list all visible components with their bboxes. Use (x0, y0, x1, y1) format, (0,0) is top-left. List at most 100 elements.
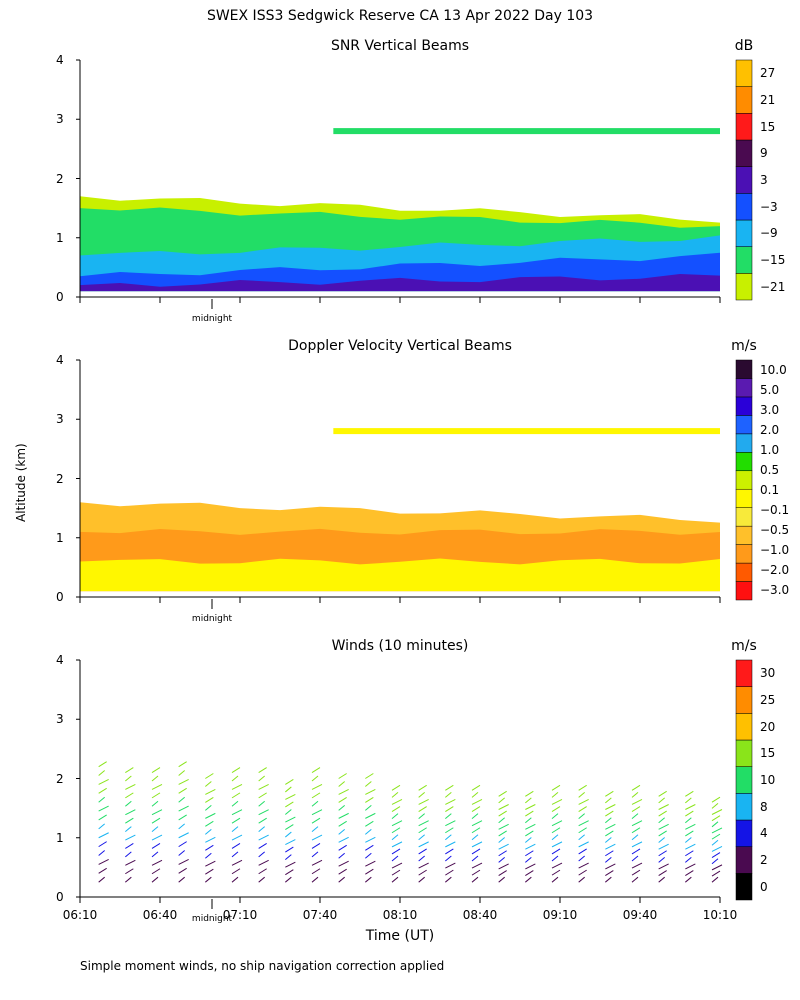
wind-profile (391, 784, 403, 883)
wind-barb (258, 817, 267, 824)
wind-profile (631, 784, 643, 883)
wind-barb (205, 868, 214, 875)
wind-barb (471, 792, 479, 798)
wind-barb (631, 820, 643, 827)
wind-barb (151, 834, 163, 841)
wind-barb (685, 876, 692, 883)
colorbar-label: −0.5 (760, 523, 790, 537)
wind-profile (551, 784, 563, 883)
wind-barb (605, 797, 612, 804)
wind-barb (258, 792, 267, 799)
wind-barb (311, 851, 319, 858)
wind-barb (365, 876, 372, 883)
wind-barb (365, 852, 372, 859)
wind-barb (471, 799, 483, 805)
wind-barb (178, 778, 189, 785)
wind-barb (125, 876, 132, 883)
wind-barb (551, 827, 561, 834)
wind-barb (285, 801, 294, 808)
colorbar-swatch (735, 507, 753, 527)
wind-barb (98, 876, 105, 883)
wind-barb (125, 859, 136, 866)
wind-barb (365, 805, 372, 811)
colorbar-swatch (735, 166, 753, 194)
colorbar-swatch (735, 581, 753, 601)
colorbar-label: 0.1 (760, 483, 780, 497)
panel-3 (76, 659, 753, 909)
wind-barb (151, 767, 161, 773)
wind-barb (551, 784, 561, 791)
wind-barb (631, 876, 639, 883)
wind-profile (178, 761, 189, 883)
wind-barb (231, 775, 239, 782)
wind-barb (498, 817, 505, 824)
wind-barb (445, 813, 452, 819)
colorbar-swatch (735, 713, 753, 741)
wind-barb (231, 826, 239, 832)
wind-barb (445, 848, 454, 855)
wind-barb (525, 804, 536, 810)
wind-barb (445, 784, 454, 791)
y-tick-label: 3 (56, 112, 64, 127)
wind-barb (418, 820, 429, 827)
wind-barb (205, 781, 212, 787)
wind-profile (711, 796, 723, 883)
wind-profile (685, 790, 696, 883)
wind-barb (418, 841, 429, 848)
colorbar-label: −21 (760, 279, 786, 294)
y-tick-label: 3 (56, 412, 64, 427)
wind-profile (258, 767, 269, 883)
wind-barb (98, 832, 109, 839)
wind-barb (338, 820, 347, 827)
wind-barb (498, 843, 509, 850)
wind-barb (685, 830, 694, 837)
wind-barb (658, 830, 667, 837)
colorbar-label: 4 (760, 826, 768, 841)
wind-barb (605, 876, 612, 883)
wind-barb (151, 859, 163, 866)
wind-barb (498, 797, 505, 804)
wind-barb (631, 834, 639, 841)
wind-barb (551, 820, 563, 827)
wind-barb (205, 852, 212, 859)
colorbar-label: −0.1 (760, 503, 790, 517)
wind-barb (578, 848, 587, 855)
colorbar-swatch (735, 113, 753, 141)
wind-barb (685, 843, 696, 850)
wind-barb (98, 841, 107, 848)
colorbar-swatch (735, 246, 753, 274)
wind-barb (231, 817, 241, 824)
wind-barb (578, 862, 589, 869)
wind-barb (178, 867, 187, 874)
wind-barb (418, 848, 427, 855)
wind-barb (605, 870, 614, 877)
cloud-layer-1 (333, 428, 720, 435)
wind-barb (338, 852, 345, 859)
wind-barb (205, 812, 216, 819)
colorbar-label: 15 (760, 119, 776, 134)
colorbar-label: 1.0 (760, 443, 780, 457)
wind-barb (391, 876, 399, 883)
wind-barb (311, 826, 319, 832)
wind-profile (205, 773, 216, 883)
page-title: SWEX ISS3 Sedgwick Reserve CA 13 Apr 202… (206, 8, 594, 24)
colorbar-swatch (735, 415, 753, 435)
y-tick-label: 2 (56, 771, 64, 786)
wind-barb (658, 817, 665, 824)
wind-barb (231, 851, 239, 858)
wind-barb (418, 862, 429, 869)
colorbar-label: 2 (760, 853, 768, 867)
wind-barb (418, 806, 427, 812)
wind-barb (365, 781, 372, 787)
wind-barb (525, 830, 534, 837)
wind-barb (98, 787, 107, 794)
wind-barb (391, 848, 401, 855)
wind-barb (391, 855, 399, 862)
wind-barb (631, 806, 641, 812)
wind-barb (551, 869, 561, 876)
colorbar-swatch (735, 470, 753, 490)
wind-barb (445, 834, 452, 841)
x-tick-label: 06:40 (142, 908, 178, 922)
